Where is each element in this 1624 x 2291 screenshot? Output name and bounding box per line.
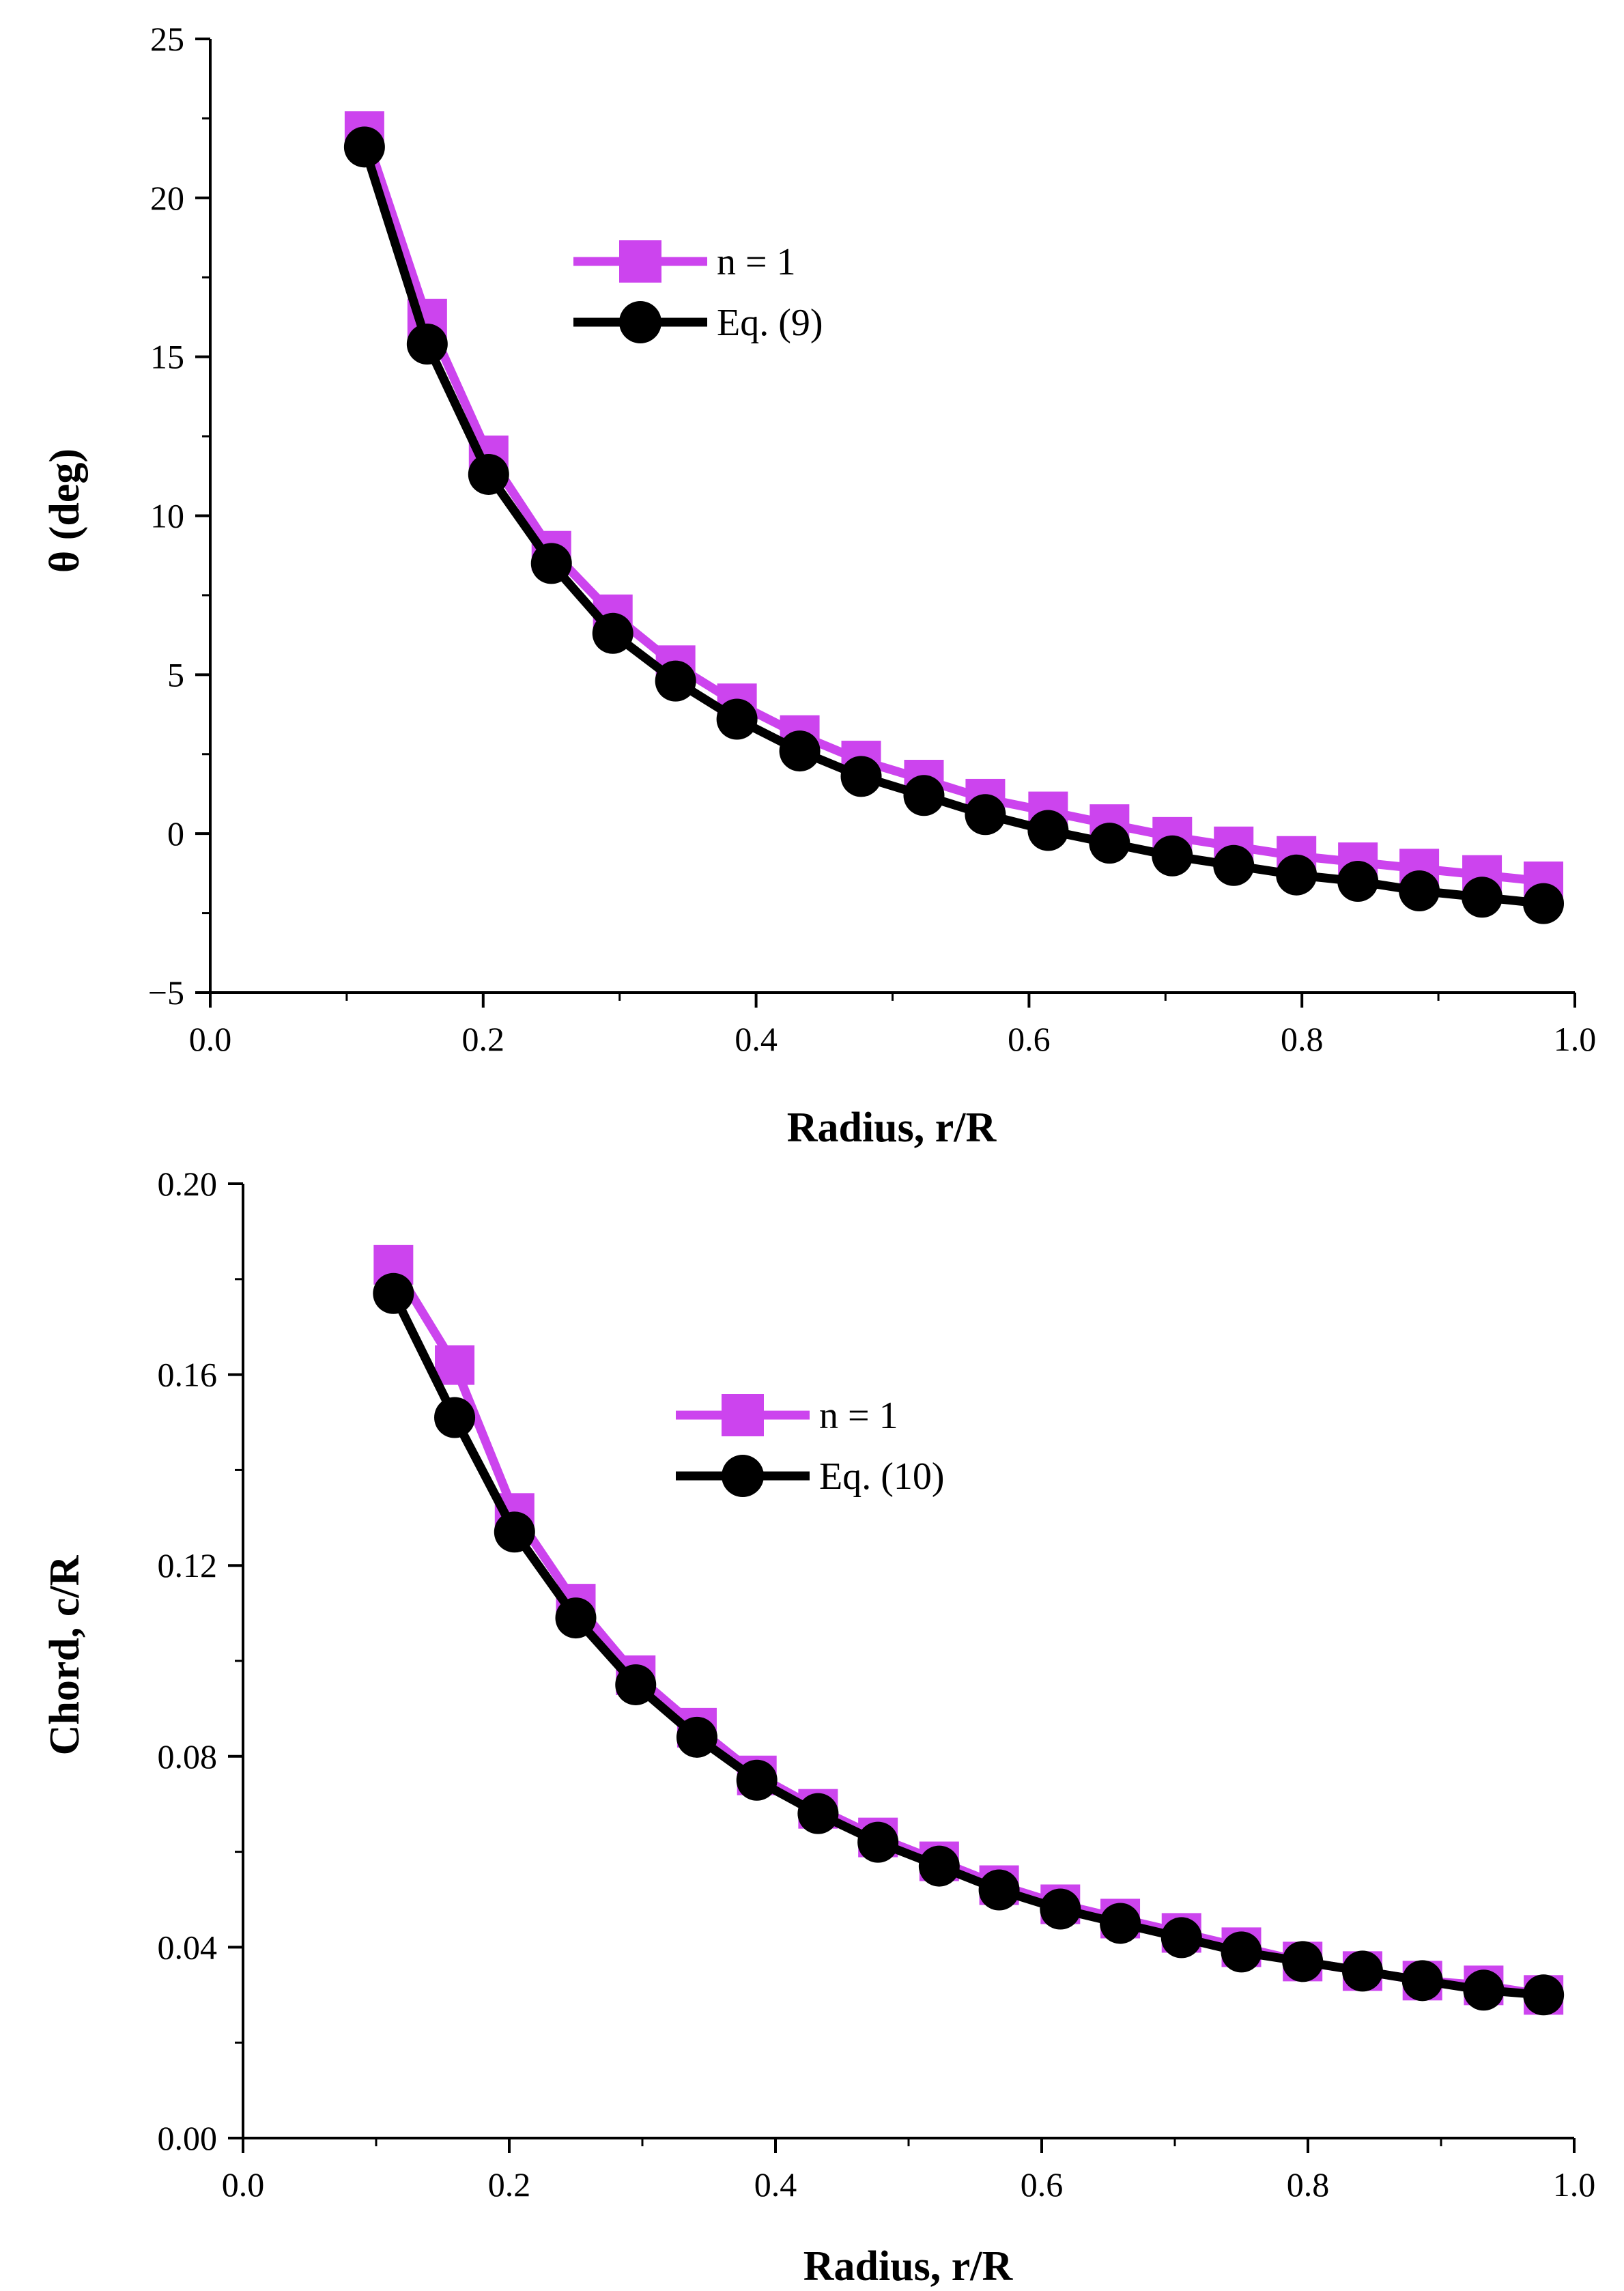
theta-series-eq [343, 126, 1565, 924]
theta-chart: 0.0 0.2 0.4 0.6 0.8 1.0 −5 0 5 10 15 20 25 Radius, … [42, 20, 1596, 1151]
chord-plot-area [228, 1182, 1576, 2153]
theta-y-tick-label: −5 [148, 973, 184, 1012]
chord-y-tick-labels: 0.00 0.04 0.08 0.12 0.16 0.20 [158, 1165, 218, 2157]
chord-x-axis-title: Radius, r/R [803, 2243, 1014, 2290]
theta-circle-marker [903, 775, 945, 816]
theta-series-n1 [344, 111, 1564, 902]
chord-x-tick-label: 0.2 [488, 2165, 531, 2204]
theta-circle-marker [406, 324, 448, 365]
theta-legend: n = 1 Eq. (9) [573, 240, 823, 344]
theta-circle-marker [1337, 861, 1379, 902]
theta-x-tick-label: 0.6 [1008, 1020, 1051, 1058]
chord-circle-marker [1221, 1931, 1262, 1973]
theta-circle-marker [1089, 823, 1130, 864]
theta-y-tick-label: 15 [150, 338, 184, 376]
chord-circle-marker [797, 1793, 839, 1834]
chord-series-eq [373, 1272, 1565, 2016]
theta-circle-marker [530, 543, 572, 584]
theta-y-tick-label: 0 [167, 814, 184, 853]
theta-y-tick-label: 25 [150, 20, 184, 58]
theta-y-tick-label: 10 [150, 497, 184, 535]
chord-square-marker [435, 1345, 475, 1385]
legend-swatch-n1-square [722, 1394, 764, 1436]
theta-circle-marker [343, 126, 385, 168]
legend-swatch-eq9-circle [619, 301, 661, 343]
theta-x-tick-label: 1.0 [1554, 1020, 1597, 1058]
theta-series-layer [343, 111, 1565, 924]
theta-y-tick-label: 5 [167, 655, 184, 694]
theta-circle-marker [468, 453, 509, 495]
chord-circle-marker [676, 1716, 717, 1758]
chord-circle-marker [1463, 1969, 1505, 2011]
theta-circle-marker [1523, 883, 1565, 924]
chord-circle-marker [373, 1272, 414, 1314]
theta-circle-marker [779, 730, 821, 772]
theta-circle-marker [965, 794, 1006, 836]
chord-y-tick-label: 0.08 [158, 1737, 218, 1776]
chord-x-tick-label: 1.0 [1553, 2165, 1596, 2204]
chord-series-layer [373, 1244, 1565, 2016]
chord-legend-label-eq10: Eq. (10) [819, 1455, 945, 1498]
chord-circle-marker [918, 1845, 960, 1887]
theta-series-line [360, 129, 1544, 886]
chord-series-line [389, 1291, 1544, 2000]
theta-y-tick-label: 20 [150, 179, 184, 217]
chord-x-tick-label: 0.4 [754, 2165, 797, 2204]
chord-x-tick-label: 0.0 [222, 2165, 265, 2204]
chord-legend: n = 1 Eq. (10) [676, 1394, 945, 1498]
theta-legend-label-eq9: Eq. (9) [717, 302, 823, 344]
chord-series-n1 [373, 1244, 1564, 2015]
theta-circle-marker [1027, 810, 1069, 851]
theta-circle-marker [655, 660, 696, 702]
theta-x-axis-title: Radius, r/R [787, 1105, 997, 1151]
chord-circle-marker [615, 1664, 657, 1705]
theta-circle-marker [1276, 854, 1317, 896]
theta-x-tick-label: 0.4 [735, 1020, 778, 1058]
chord-y-tick-label: 0.12 [158, 1546, 218, 1584]
chord-circle-marker [736, 1759, 778, 1801]
chord-circle-marker [978, 1869, 1020, 1911]
legend-swatch-n1-square [619, 240, 661, 283]
chord-y-axis-title: Chord, c/R [42, 1554, 88, 1755]
theta-circle-marker [1399, 870, 1440, 911]
chord-y-tick-label: 0.04 [158, 1928, 218, 1966]
theta-x-tick-label: 0.2 [462, 1020, 505, 1058]
theta-circle-marker [716, 698, 758, 740]
chord-circle-marker [434, 1397, 476, 1438]
chord-circle-marker [1040, 1888, 1081, 1930]
theta-y-axis-title: θ (deg) [42, 449, 88, 573]
legend-swatch-eq10-circle [722, 1455, 764, 1497]
chord-circle-marker [857, 1821, 899, 1863]
theta-y-tick-labels: −5 0 5 10 15 20 25 [148, 20, 184, 1012]
theta-legend-label-n1: n = 1 [717, 241, 796, 283]
chord-circle-marker [1523, 1974, 1565, 2016]
chord-circle-marker [1401, 1960, 1443, 2002]
theta-circle-marker [1213, 844, 1255, 886]
theta-x-tick-labels: 0.0 0.2 0.4 0.6 0.8 1.0 [189, 1020, 1597, 1058]
chord-circle-marker [555, 1597, 597, 1639]
chord-x-tick-labels: 0.0 0.2 0.4 0.6 0.8 1.0 [222, 2165, 1596, 2204]
chord-circle-marker [1282, 1941, 1324, 1982]
theta-circle-marker [1152, 835, 1193, 877]
chord-legend-label-n1: n = 1 [819, 1395, 898, 1437]
chord-y-tick-label: 0.00 [158, 2119, 218, 2157]
theta-circle-marker [1462, 877, 1503, 918]
chord-circle-marker [494, 1511, 535, 1553]
chord-chart: 0.0 0.2 0.4 0.6 0.8 1.0 0.000.040.080.120.160… [42, 1165, 1595, 2290]
chord-circle-marker [1341, 1950, 1383, 1992]
chord-circle-marker [1160, 1917, 1202, 1959]
theta-x-tick-label: 0.0 [189, 1020, 232, 1058]
theta-x-tick-label: 0.8 [1281, 1020, 1324, 1058]
chord-y-tick-label: 0.20 [158, 1165, 218, 1203]
theta-plot-area [195, 38, 1576, 1008]
chord-x-tick-label: 0.8 [1287, 2165, 1330, 2204]
theta-circle-marker [840, 756, 882, 797]
chord-circle-marker [1100, 1903, 1141, 1944]
chord-x-tick-label: 0.6 [1021, 2165, 1064, 2204]
theta-circle-marker [592, 612, 633, 654]
chord-y-tick-label: 0.16 [158, 1356, 218, 1394]
